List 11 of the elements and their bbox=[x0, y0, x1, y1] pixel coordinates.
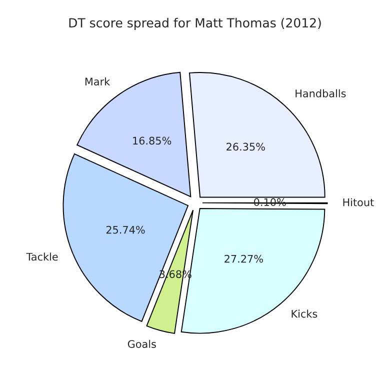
data-label: 25.74% bbox=[106, 226, 145, 234]
slice-label: Hitout bbox=[343, 198, 374, 206]
data-label: 26.35% bbox=[226, 142, 265, 151]
data-label: 27.27% bbox=[224, 254, 263, 263]
slice-label: Mark bbox=[85, 77, 110, 86]
slice-label: Tackle bbox=[26, 252, 58, 261]
slice-label: Goals bbox=[128, 340, 156, 348]
chart-title: DT score spread for Matt Thomas (2012) bbox=[69, 18, 321, 30]
slice-label: Handballs bbox=[296, 89, 346, 98]
slice-label: Kicks bbox=[292, 310, 318, 318]
data-label: 16.85% bbox=[133, 136, 172, 145]
